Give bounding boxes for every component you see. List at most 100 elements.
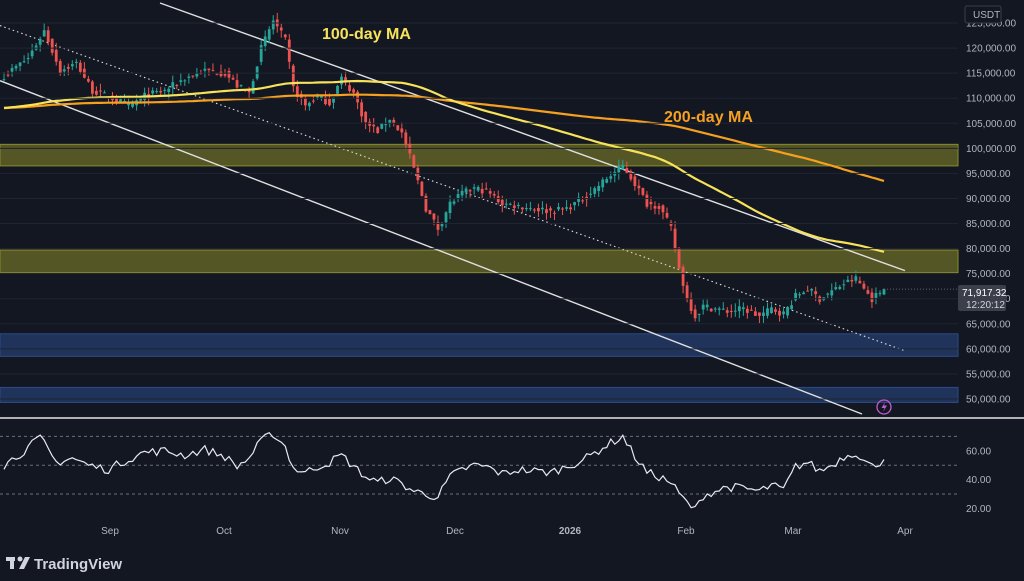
time-tick-label: Mar [784, 526, 802, 537]
price-tick-label: 100,000.00 [966, 144, 1016, 155]
candle-body [713, 308, 717, 310]
support-zone [0, 333, 959, 357]
candle-body [641, 188, 645, 195]
candle-body [749, 309, 753, 311]
tradingview-logo-text: TradingView [34, 556, 122, 573]
candle-body [95, 90, 98, 95]
candle-body [657, 206, 661, 209]
candle-body [123, 100, 126, 102]
candle-body [219, 71, 223, 77]
candle-body [259, 45, 263, 62]
candle-body [380, 123, 384, 129]
candle-body [601, 179, 605, 188]
candle-body [384, 124, 388, 126]
currency-label: USDT [973, 10, 1000, 21]
price-tick-label: 65,000.00 [966, 319, 1011, 330]
candle-body [472, 187, 476, 189]
candle-body [58, 61, 62, 74]
candle-body [460, 190, 464, 196]
candle-body [741, 307, 745, 310]
candle-body [553, 212, 556, 214]
price-tick-label: 75,000.00 [966, 269, 1011, 280]
candle-body [717, 308, 721, 310]
candle-body [62, 69, 66, 72]
rsi-line [3, 431, 885, 509]
candle-body [537, 208, 540, 212]
candle-body [593, 188, 597, 194]
channel-mid-line [0, 25, 906, 352]
candle-body [496, 196, 500, 203]
candle-body [573, 202, 576, 206]
tradingview-logo[interactable]: TradingView [6, 556, 122, 573]
channel-lower-line [0, 80, 863, 415]
candle-body [283, 34, 287, 38]
candle-body [862, 283, 866, 289]
candle-body [770, 307, 773, 314]
candle-body [709, 308, 713, 312]
price-tick-label: 120,000.00 [966, 44, 1016, 55]
candle-body [782, 311, 785, 315]
last-price-badge[interactable]: 71,917.32 12:20:12 [958, 285, 1007, 311]
candle-body [766, 308, 769, 316]
candle-body [263, 36, 267, 47]
candle-body [18, 62, 22, 67]
candle-body [681, 267, 685, 286]
moving-averages-layer [3, 79, 885, 253]
price-tick-label: 110,000.00 [966, 94, 1016, 105]
candle-body [267, 29, 271, 40]
candle-body [617, 165, 621, 173]
candle-body [171, 82, 175, 88]
candle-body [307, 102, 311, 107]
candle-body [14, 65, 18, 69]
candle-body [790, 305, 793, 309]
candle-body [46, 30, 50, 43]
candle-body [528, 208, 532, 210]
price-tick-label: 115,000.00 [966, 69, 1016, 80]
candle-body [42, 30, 46, 37]
candle-body [235, 80, 239, 88]
candle-body [70, 64, 74, 67]
candle-body [155, 91, 159, 93]
candle-body [762, 312, 765, 317]
candle-body [468, 190, 472, 192]
candle-body [874, 293, 878, 298]
candle-body [561, 208, 564, 210]
candle-body [569, 207, 572, 210]
candle-body [504, 203, 508, 205]
candle-body [689, 298, 693, 311]
candle-body [629, 170, 633, 180]
candle-body [500, 199, 504, 206]
time-tick-label: Oct [216, 526, 232, 537]
time-tick-label: Dec [446, 526, 464, 537]
candle-body [778, 310, 781, 316]
candle-body [191, 75, 195, 77]
candle-body [456, 194, 460, 199]
candle-body [589, 193, 593, 195]
candle-body [187, 76, 191, 78]
candle-body [203, 68, 207, 71]
candle-body [231, 77, 235, 80]
time-tick-label: Nov [331, 526, 349, 537]
alert-icon[interactable] [876, 399, 892, 415]
axes-layer: 125,000.00 120,000.00 115,000.00 110,000.00… [0, 19, 1016, 537]
candle-body [151, 90, 155, 94]
candle-body [858, 280, 862, 284]
candle-body [251, 81, 255, 94]
candle-body [733, 310, 737, 312]
price-tick-label: 60,000.00 [966, 344, 1011, 355]
candle-body [524, 208, 528, 210]
candle-body [673, 228, 677, 250]
candle-body [693, 309, 697, 319]
candle-body [794, 292, 797, 301]
candle-body [74, 61, 78, 64]
candle-body [774, 309, 777, 312]
candle-body [557, 206, 560, 210]
candle-body [223, 74, 227, 76]
candle-body [533, 209, 536, 211]
candle-body [476, 186, 480, 191]
candle-body [400, 128, 404, 133]
candle-body [303, 98, 307, 106]
candle-body [448, 201, 452, 213]
resistance-zone [0, 143, 959, 167]
